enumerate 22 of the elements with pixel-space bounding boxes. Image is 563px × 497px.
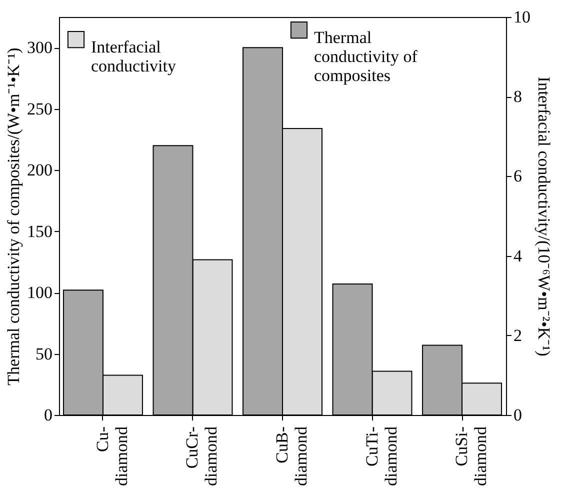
y2-tick-label: 6 xyxy=(514,166,522,186)
y-tick-label: 300 xyxy=(27,38,52,58)
y2-axis-title: Interfacial conductivity/(10⁻⁶W•m⁻²•K⁻¹) xyxy=(534,76,554,356)
legend-label: Thermal conductivity of composites xyxy=(314,28,418,85)
y2-tick-label: 0 xyxy=(514,406,522,424)
y2-tick-label: 10 xyxy=(514,8,530,26)
x-tick-label: CuB-diamond xyxy=(272,426,310,486)
y-tick-label: 250 xyxy=(27,99,52,118)
y-tick-label: 200 xyxy=(27,160,52,180)
y-axis-title: Thermal conductivity of composites/(W•m⁻¹•K⁻¹) xyxy=(4,48,23,386)
x-tick-label: CuTi-diamond xyxy=(362,426,400,486)
y-tick-label: 0 xyxy=(44,406,52,424)
y2-tick-label: 8 xyxy=(514,87,522,106)
x-tick-label: Cu-diamond xyxy=(92,426,131,486)
y-tick-label: 100 xyxy=(27,283,52,302)
y-tick-label: 50 xyxy=(36,344,52,364)
x-tick-label: CuSi-diamond xyxy=(452,426,490,486)
y-tick-label: 150 xyxy=(27,222,52,241)
x-tick-label: CuCr-diamond xyxy=(182,426,221,486)
y2-tick-label: 2 xyxy=(514,326,522,345)
y2-tick-label: 4 xyxy=(514,246,522,266)
legend-label: Interfacial conductivity xyxy=(91,38,176,76)
